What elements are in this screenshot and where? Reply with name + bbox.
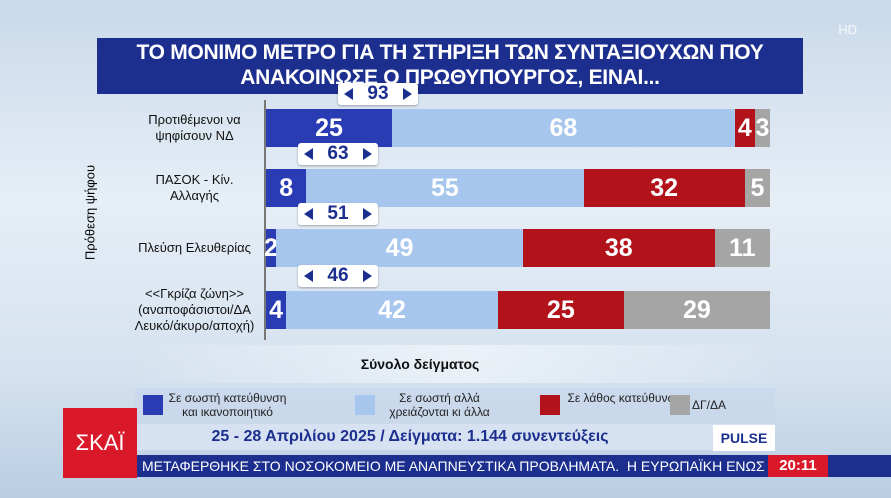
top-band xyxy=(0,0,891,30)
subtitle-band xyxy=(135,424,775,450)
channel-logo: ΣΚΑΪ xyxy=(63,408,137,478)
clock: 20:11 xyxy=(768,455,828,477)
value-label: 49 xyxy=(385,234,414,262)
value-label: 55 xyxy=(431,174,459,202)
bar xyxy=(714,229,770,267)
bar xyxy=(754,109,770,147)
category-label: <<Γκρίζα ζώνη>> (αναποφάσιστοι/ΔΑ Λευκό/… xyxy=(134,286,255,333)
legend-band xyxy=(135,388,775,422)
bar xyxy=(286,291,498,329)
value-label: 5 xyxy=(750,174,765,202)
value-label: 2 xyxy=(264,234,278,262)
bar xyxy=(523,229,715,267)
combined-label: 51 xyxy=(298,203,378,225)
bar xyxy=(392,109,735,147)
value-label: 25 xyxy=(315,114,343,142)
bar xyxy=(623,291,770,329)
bar xyxy=(744,169,770,207)
bar xyxy=(306,169,584,207)
value-label: 25 xyxy=(546,296,575,324)
legend-label: Σε σωστή αλλά χρειάζονται κι άλλα xyxy=(389,391,490,419)
arrow-right xyxy=(363,148,372,160)
bar xyxy=(266,291,287,329)
value-label: 29 xyxy=(683,296,711,324)
value-label: 4 xyxy=(737,114,752,142)
bar xyxy=(266,169,307,207)
value-label: 8 xyxy=(279,174,294,202)
legend-swatch xyxy=(670,395,690,415)
bar xyxy=(266,229,277,267)
bar xyxy=(583,169,745,207)
legend-label: ΔΓ/ΔΑ xyxy=(692,398,726,412)
category-label: Πλεύση Ελευθερίας xyxy=(138,240,251,255)
arrow-left xyxy=(304,148,313,160)
legend-label: Σε σωστή κατεύθυνση και ικανοποιητικό xyxy=(168,391,287,419)
arrow-left xyxy=(304,270,313,282)
bar xyxy=(734,109,755,147)
axis-line xyxy=(264,100,266,340)
ticker-band xyxy=(135,455,891,477)
value-label: 4 xyxy=(269,296,284,324)
legend-swatch xyxy=(355,395,375,415)
arrow-right xyxy=(363,208,372,220)
bar xyxy=(276,229,524,267)
arrow-left xyxy=(344,88,353,100)
value-label: 3 xyxy=(755,114,770,142)
bar xyxy=(497,291,624,329)
chart-title: ΤΟ ΜΟΝΙΜΟ ΜΕΤΡΟ ΓΙΑ ΤΗ ΣΤΗΡΙΞΗ ΤΩΝ ΣΥΝΤΑ… xyxy=(97,38,803,94)
category-label: ΠΑΣΟΚ - Κίν. Αλλαγής xyxy=(155,172,234,203)
combined-label: 93 xyxy=(338,83,418,105)
y-axis-label: Πρόθεση ψήφου xyxy=(82,164,98,261)
x-axis-label: Σύνολο δείγματος xyxy=(360,356,480,372)
subtitle: 25 - 28 Απριλίου 2025 / Δείγματα: 1.144 … xyxy=(211,428,609,445)
arrow-left xyxy=(304,208,313,220)
legend-swatch xyxy=(540,395,560,415)
x-band xyxy=(125,345,790,383)
value-label: 32 xyxy=(650,174,679,202)
value-label: 68 xyxy=(549,114,578,142)
category-label: Προτιθέμενοι να ψηφίσουν ΝΔ xyxy=(148,112,241,143)
bar xyxy=(266,109,392,147)
combined-label: 46 xyxy=(298,265,378,287)
pollster-logo: PULSE xyxy=(713,425,775,451)
legend-swatch xyxy=(143,395,163,415)
value-label: 42 xyxy=(378,296,406,324)
ticker: ΜΕΤΑΦΕΡΘΗΚΕ ΣΤΟ ΝΟΣΟΚΟΜΕΙΟ ΜΕ ΑΝΑΠΝΕΥΣΤΙ… xyxy=(142,458,765,474)
value-label: 38 xyxy=(604,234,633,262)
combined-label: 63 xyxy=(298,143,378,165)
value-label: 11 xyxy=(729,234,756,262)
legend-label: Σε λάθος κατεύθυνση xyxy=(567,391,682,405)
arrow-right xyxy=(403,88,412,100)
hd-badge: HD xyxy=(838,22,857,37)
arrow-right xyxy=(363,270,372,282)
